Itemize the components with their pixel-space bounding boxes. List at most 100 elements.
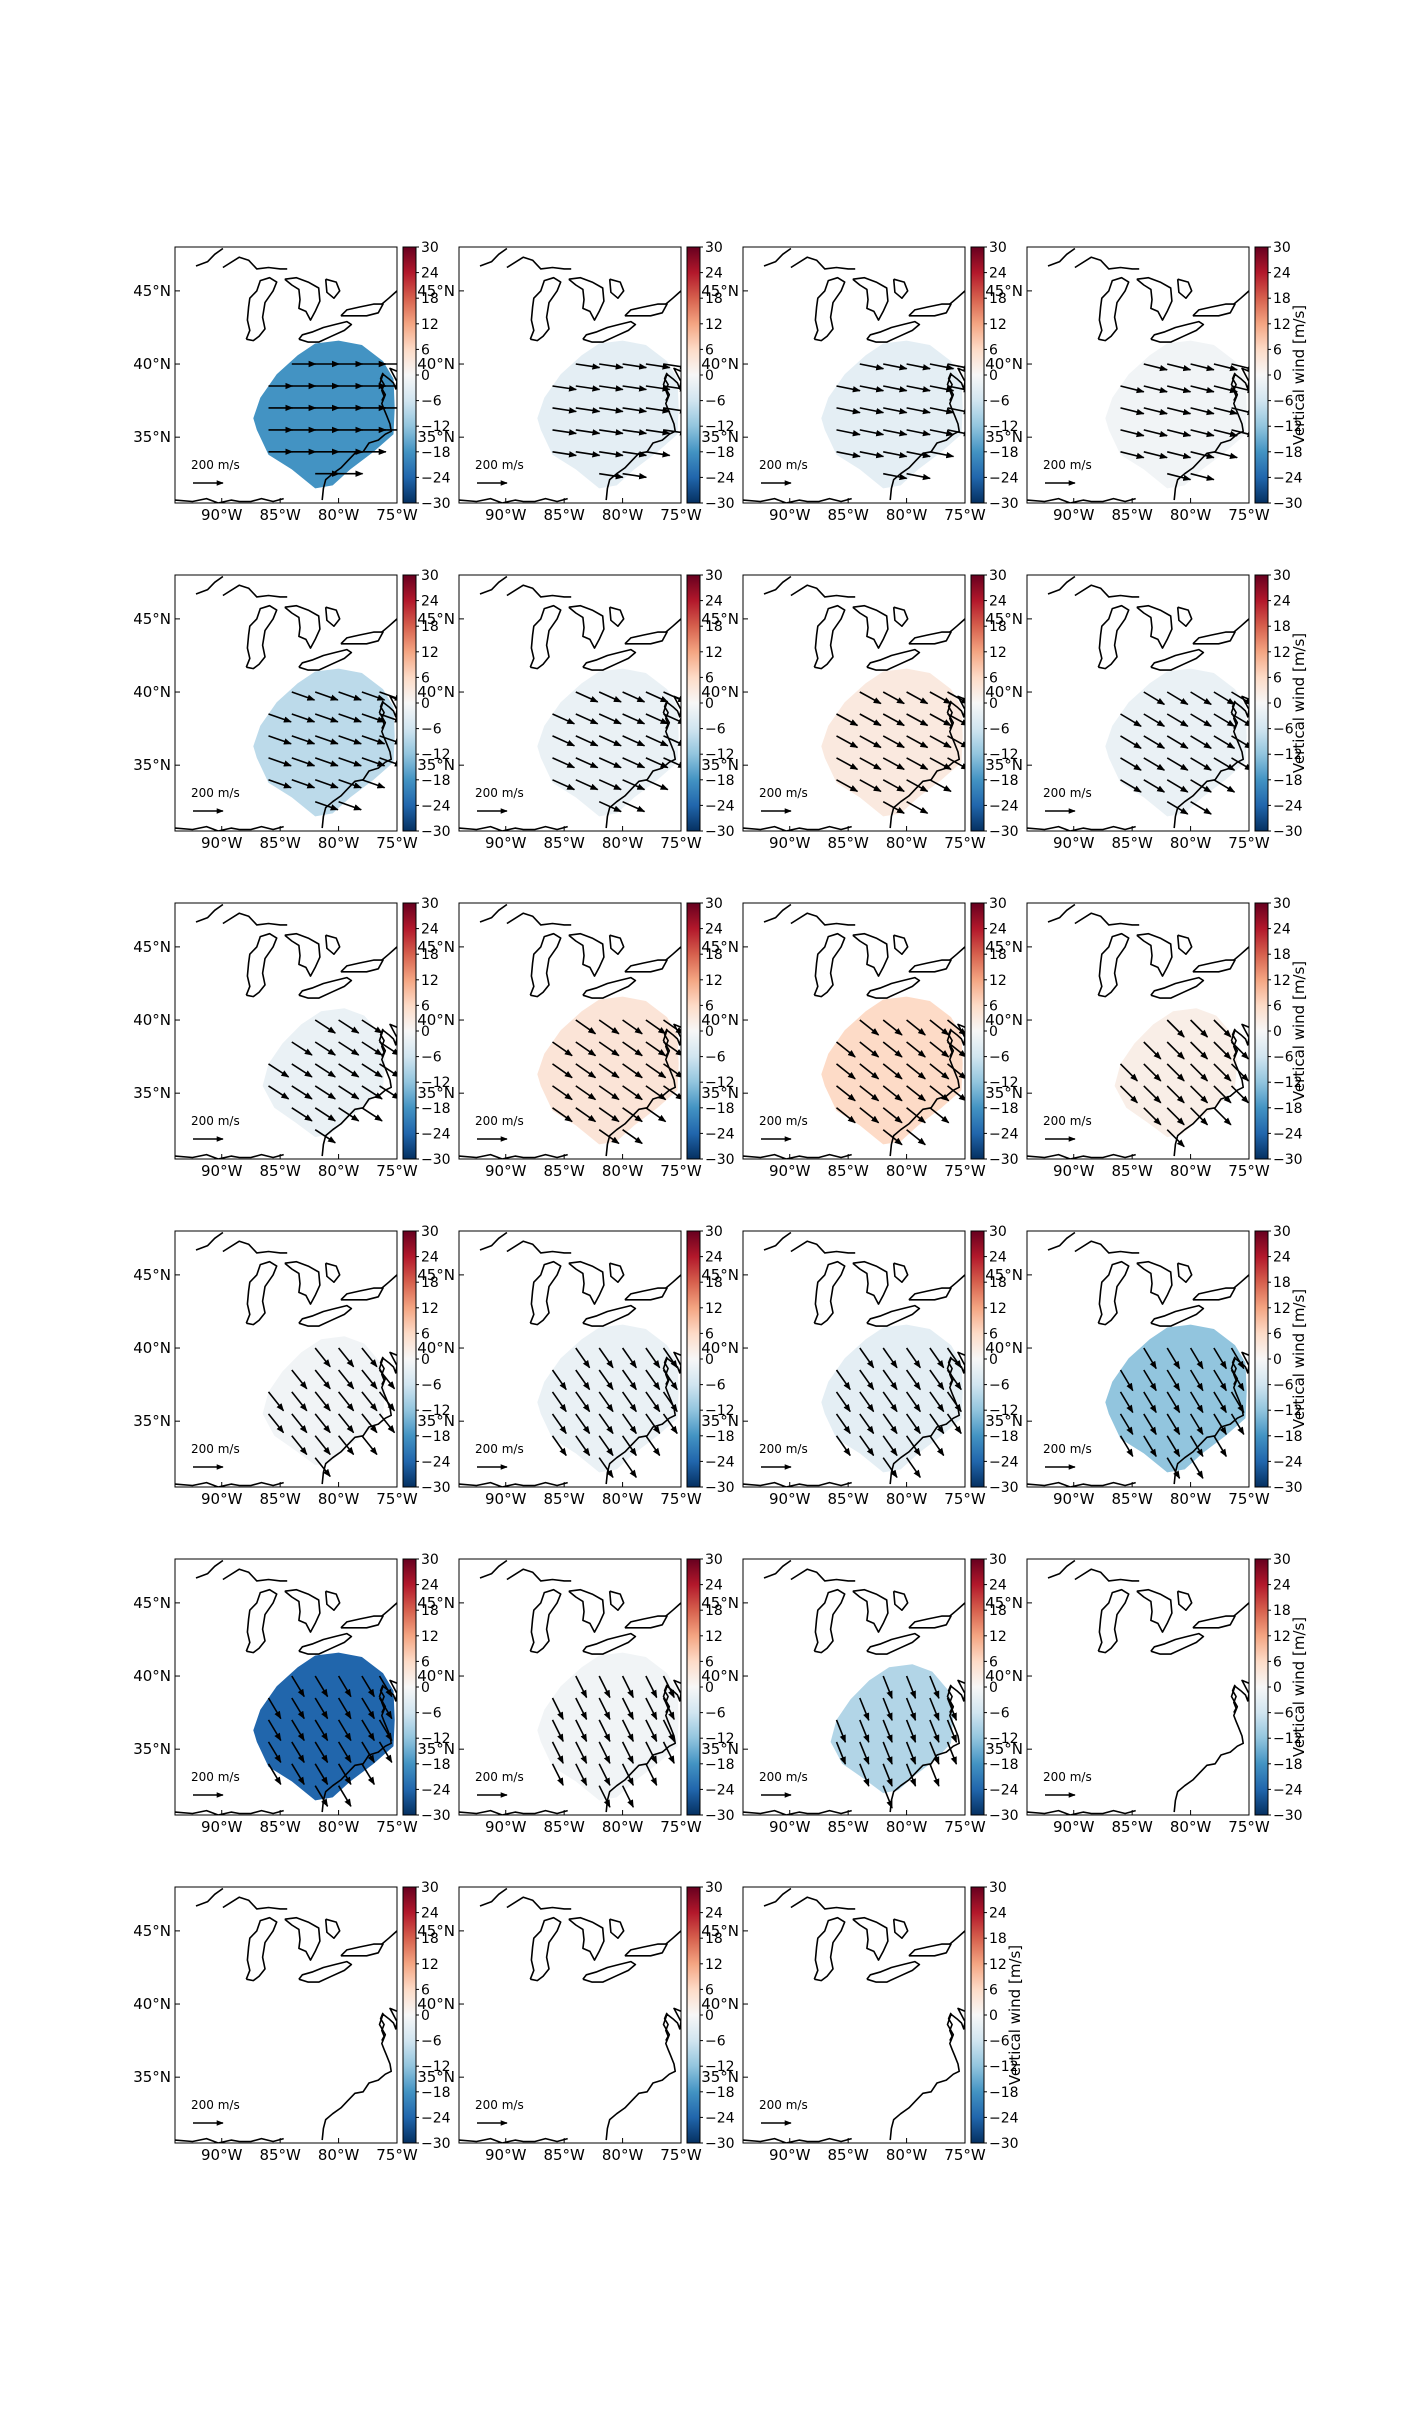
wind-arrow: [906, 713, 929, 727]
lake-superior-south: [790, 912, 856, 926]
y-tick-label: 45°N: [417, 1594, 455, 1612]
colorbar-tick-label: 30: [421, 1224, 439, 1240]
quiver-key-label: 200 m/s: [475, 458, 524, 472]
wind-arrow: [859, 385, 885, 393]
wind-arrow: [882, 757, 905, 771]
wind-arrow: [835, 1107, 856, 1124]
colorbar-tick-label: 12: [989, 1957, 1007, 1973]
x-tick-label: 85°W: [1111, 1490, 1153, 1508]
wind-arrow: [291, 713, 316, 723]
wind-arrow: [598, 1675, 611, 1699]
lake-huron: [852, 932, 889, 977]
wind-arrow: [622, 1129, 643, 1145]
lake-erie: [866, 648, 921, 671]
wind-arrow: [1119, 1085, 1138, 1104]
x-tick-label: 90°W: [201, 1490, 243, 1508]
wind-arrow: [946, 1391, 962, 1413]
colorbar: [970, 574, 985, 832]
x-tick-label: 75°W: [944, 1818, 986, 1836]
wind-arrow: [338, 713, 362, 723]
colorbar-tick-label: −6: [421, 394, 442, 410]
wind-arrow: [1166, 1369, 1181, 1392]
colorbar-tick-label: 0: [1273, 696, 1282, 712]
wind-arrow: [835, 1435, 851, 1457]
x-tick-label: 80°W: [602, 1162, 644, 1180]
lake-superior-south: [790, 1240, 856, 1254]
lake-michigan: [245, 932, 278, 998]
lake-huron: [284, 276, 321, 321]
wind-arrow: [621, 1763, 635, 1787]
wind-arrow: [947, 691, 965, 704]
colorbar-tick-label: −18: [1273, 1429, 1303, 1445]
wind-arrow: [662, 1369, 678, 1391]
panel-frame: [458, 1886, 682, 2144]
colorbar-tick-label: −30: [421, 1480, 451, 1496]
wind-arrow: [906, 1063, 926, 1080]
wind-arrow: [621, 1435, 637, 1457]
y-tick-label: 35°N: [417, 1412, 455, 1430]
colorbar-tick-label: −30: [421, 824, 451, 840]
lake-michigan: [813, 1260, 846, 1326]
y-tick-label: 35°N: [133, 1084, 171, 1102]
wind-arrow: [1166, 801, 1189, 815]
lake-erie: [1150, 320, 1205, 343]
wind-arrow: [929, 691, 952, 705]
y-tick-label: 45°N: [417, 610, 455, 628]
wind-arrow: [906, 1107, 926, 1124]
lake-ontario: [340, 303, 384, 317]
wind-arrow: [622, 735, 646, 747]
wind-arrow: [575, 385, 601, 392]
x-tick-label: 90°W: [769, 1818, 811, 1836]
y-tick-label: 45°N: [701, 1922, 739, 1940]
wind-arrow: [551, 1719, 564, 1743]
quiver-key-label: 200 m/s: [1043, 1442, 1092, 1456]
st-lawrence-river: [1233, 946, 1249, 961]
colorbar-tick-label: −18: [989, 773, 1019, 789]
panel-plot-area: [459, 575, 681, 831]
y-tick-label: 35°N: [417, 1740, 455, 1758]
x-tick-label: 85°W: [543, 1162, 585, 1180]
wind-arrow: [361, 779, 386, 789]
lake-erie: [866, 1304, 921, 1327]
lake-erie: [582, 1304, 637, 1327]
vertical-wind-field: [1105, 668, 1247, 817]
map-panel: 200 m/s 90°W 85°W 80°W 75°W 35°N 40°N 45°N 30 24 1…: [417, 1552, 734, 1836]
wind-arrow: [836, 451, 861, 459]
lake-erie: [866, 1632, 921, 1655]
map-panel: 200 m/s 90°W 85°W 80°W 75°W 35°N 40°N 45°N 30 24 1…: [133, 1224, 450, 1508]
wind-arrow: [267, 1413, 285, 1434]
wind-arrow: [1143, 1063, 1162, 1082]
colorbar-tick-label: −30: [705, 824, 735, 840]
x-tick-label: 75°W: [944, 2146, 986, 2164]
wind-arrow: [599, 363, 624, 370]
wind-arrow: [552, 713, 576, 725]
quiver-key-label: 200 m/s: [759, 1442, 808, 1456]
x-tick-label: 85°W: [1111, 1162, 1153, 1180]
colorbar-tick-label: 0: [1273, 1680, 1282, 1696]
georgian-bay: [324, 1590, 341, 1611]
panel-plot-area: [175, 575, 397, 831]
lake-michigan: [245, 276, 278, 342]
map-panel: 200 m/s 90°W 85°W 80°W 75°W 35°N 40°N 45°N 30 24 1…: [417, 896, 734, 1180]
x-tick-label: 80°W: [1170, 834, 1212, 852]
wind-arrow: [1143, 385, 1168, 394]
x-tick-label: 80°W: [602, 834, 644, 852]
wind-arrow: [268, 1085, 290, 1100]
lake-erie: [866, 976, 921, 999]
x-tick-label: 90°W: [485, 1490, 527, 1508]
wind-arrow: [621, 1785, 635, 1808]
lake-superior-north: [479, 903, 508, 923]
colorbar-tick-label: 18: [421, 1931, 439, 1947]
wind-arrow: [1120, 757, 1142, 771]
colorbar-tick-label: −30: [989, 496, 1019, 512]
wind-arrow: [338, 1107, 360, 1122]
x-tick-label: 90°W: [201, 506, 243, 524]
wind-arrow: [1213, 757, 1236, 771]
wind-arrow: [645, 1741, 658, 1765]
wind-arrow: [1120, 451, 1145, 459]
panel-plot-area: [175, 903, 397, 1159]
x-tick-label: 75°W: [1228, 1818, 1270, 1836]
colorbar-tick-label: 24: [705, 1578, 723, 1594]
wind-arrow: [598, 1347, 614, 1369]
wind-arrow: [1190, 779, 1212, 793]
